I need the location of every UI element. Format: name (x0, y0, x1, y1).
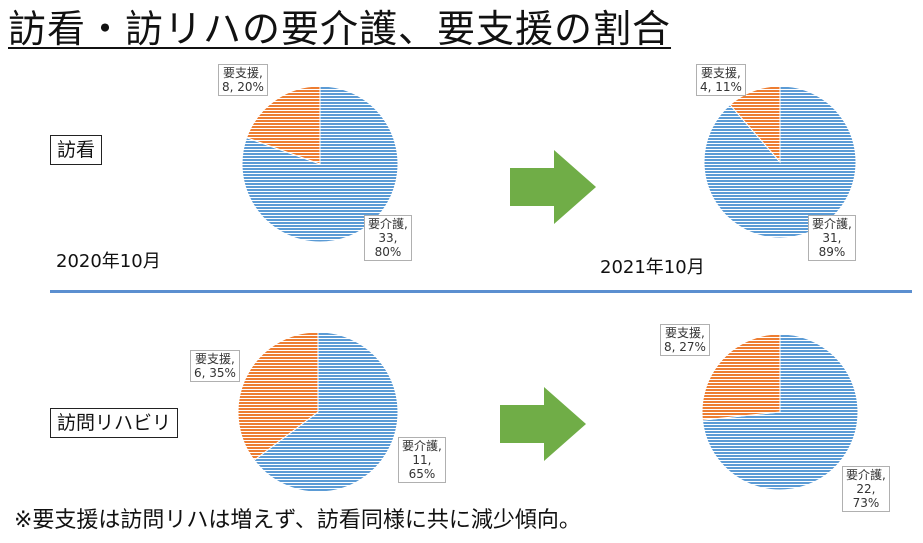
row-label-rehab: 訪問リハビリ (50, 408, 179, 438)
row-label-houkan: 訪看 (50, 135, 103, 165)
pie-chart-rehab-2021 (701, 333, 859, 491)
data-label-support: 要支援, 8, 27% (660, 324, 710, 356)
arrow-right-icon (500, 387, 586, 461)
arrow-right-icon (510, 150, 596, 224)
pie-slice-support (237, 331, 319, 461)
data-label-care: 要介護, 31, 89% (808, 215, 856, 261)
pie-chart-houkan-2021 (703, 85, 857, 239)
footnote: ※要支援は訪問リハは増えず、訪看同様に共に減少傾向。 (14, 508, 581, 533)
pie-chart-rehab-2020 (237, 331, 399, 493)
date-label-before: 2020年10月 (56, 251, 161, 272)
pie-slice-support (729, 85, 781, 164)
data-label-care: 要介護, 11, 65% (398, 437, 446, 483)
page-title: 訪看・訪リハの要介護、要支援の割合 (8, 7, 672, 51)
date-label-after: 2021年10月 (600, 257, 705, 278)
data-label-support: 要支援, 6, 35% (190, 350, 240, 382)
pie-slice-support (701, 333, 781, 421)
section-divider (50, 290, 912, 293)
data-label-care: 要介護, 33, 80% (364, 215, 412, 261)
data-label-support: 要支援, 8, 20% (218, 64, 268, 96)
pie-slice-support (245, 85, 321, 165)
pie-slice-care (253, 331, 399, 493)
data-label-care: 要介護, 22, 73% (842, 466, 890, 512)
data-label-support: 要支援, 4, 11% (696, 64, 746, 96)
